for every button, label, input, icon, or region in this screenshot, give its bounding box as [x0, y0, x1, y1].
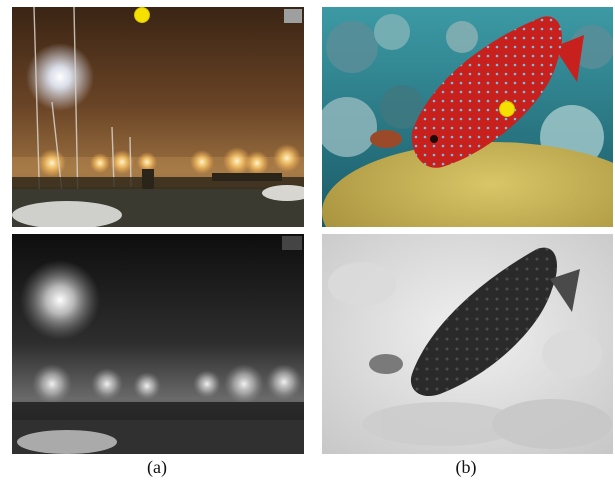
- small-fish-dark: [369, 354, 403, 374]
- harbor-lights: [38, 144, 301, 177]
- harbor-grayscale-map: [12, 234, 304, 454]
- marker-dot-fish: [499, 101, 515, 117]
- small-fish: [370, 130, 402, 148]
- marker-dot-harbor: [134, 7, 150, 23]
- boat-hull: [12, 201, 122, 227]
- grouper-fish: [411, 16, 584, 168]
- caption-a: (a): [147, 457, 167, 477]
- street-lamp: [26, 43, 94, 111]
- coral-grouper-photo: [322, 7, 613, 227]
- caption-b: (b): [455, 457, 477, 477]
- glow-regions: [32, 364, 302, 404]
- harbor-night-photo: [12, 7, 304, 227]
- grouper-grayscale-map: [322, 234, 613, 454]
- grouper-dark: [410, 247, 580, 397]
- brain-coral: [322, 142, 613, 227]
